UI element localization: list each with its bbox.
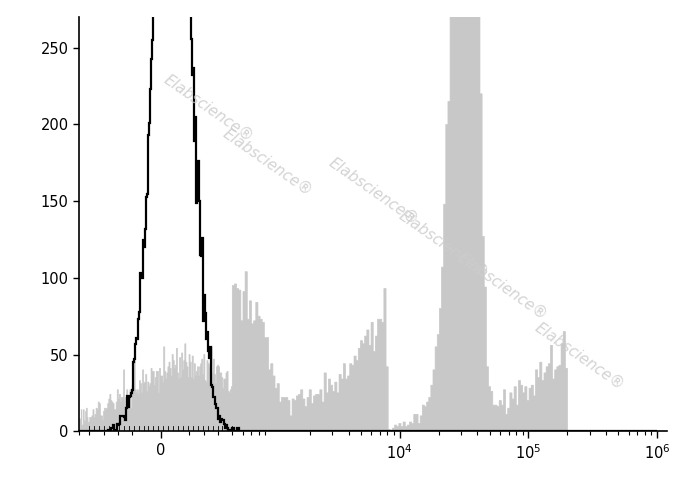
Text: Elabscience®: Elabscience® [396, 208, 491, 281]
Polygon shape [79, 0, 657, 431]
Text: Elabscience®: Elabscience® [532, 320, 627, 393]
Text: Elabscience®: Elabscience® [161, 72, 256, 145]
Text: Elabscience®: Elabscience® [325, 155, 421, 227]
Text: Elabscience®: Elabscience® [455, 250, 550, 323]
Text: Elabscience®: Elabscience® [220, 125, 315, 198]
